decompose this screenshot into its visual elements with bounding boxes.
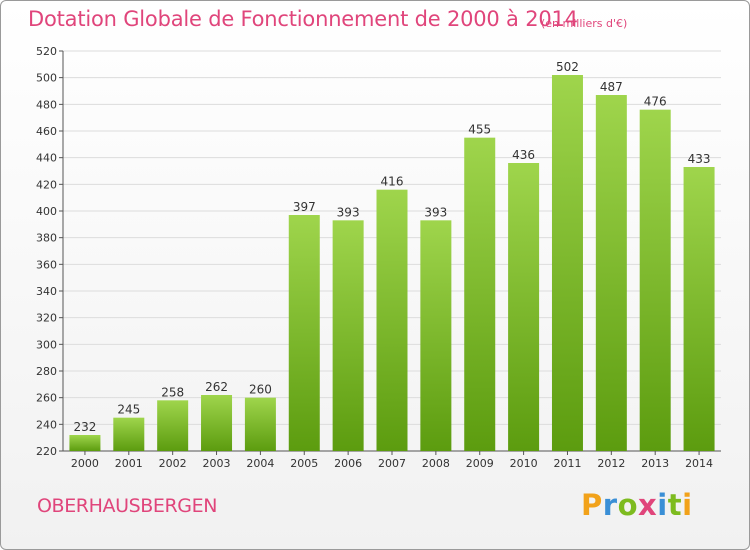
chart-subtitle: (en milliers d'€) <box>541 17 628 30</box>
logo-letter: o <box>617 488 639 522</box>
x-tick-label: 2002 <box>159 457 187 470</box>
bars <box>69 75 715 452</box>
data-label: 232 <box>73 420 96 434</box>
x-tick-label: 2010 <box>510 457 538 470</box>
y-tick-label: 520 <box>36 45 57 58</box>
logo-letter: P <box>581 488 603 522</box>
y-tick-label: 240 <box>36 418 57 431</box>
bar-2002 <box>157 400 189 451</box>
x-tick-label: 2003 <box>203 457 231 470</box>
logo-letter: i <box>682 488 693 522</box>
data-label: 476 <box>644 95 667 109</box>
y-tick-label: 420 <box>36 178 57 191</box>
y-tick-label: 460 <box>36 125 57 138</box>
x-tick-label: 2011 <box>553 457 581 470</box>
axes: 220 240 260 280 300 320 340 360 380 400 420 440 460 4… <box>36 45 721 470</box>
data-label: 393 <box>424 205 447 219</box>
x-tick-label: 2013 <box>641 457 669 470</box>
data-label: 502 <box>556 60 579 74</box>
proxiti-logo: Proxiti <box>581 488 693 522</box>
y-tick-label: 380 <box>36 232 57 245</box>
bar-2005 <box>288 215 320 451</box>
x-tick-label: 2012 <box>597 457 625 470</box>
logo-letter: x <box>638 488 658 522</box>
bar-2004 <box>244 397 276 451</box>
chart-title: Dotation Globale de Fonctionnement de 20… <box>28 7 578 31</box>
data-label: 433 <box>688 152 711 166</box>
x-tick-label: 2007 <box>378 457 406 470</box>
data-label: 436 <box>512 148 535 162</box>
x-tick-label: 2009 <box>466 457 494 470</box>
bar-2008 <box>420 220 452 451</box>
y-tick-label: 440 <box>36 152 57 165</box>
bar-2006 <box>332 220 364 451</box>
x-tick-label: 2008 <box>422 457 450 470</box>
y-tick-label: 280 <box>36 365 57 378</box>
bar-2010 <box>508 163 540 451</box>
x-tick-label: 2004 <box>246 457 274 470</box>
logo-letter: r <box>602 488 618 522</box>
bar-2014 <box>683 167 715 451</box>
data-label: 455 <box>468 123 491 137</box>
data-label: 397 <box>293 200 316 214</box>
logo-letter: t <box>667 488 683 522</box>
y-tick-label: 480 <box>36 98 57 111</box>
bar-2012 <box>595 95 627 451</box>
bar-2003 <box>201 395 233 451</box>
bar-2001 <box>113 417 145 451</box>
data-labels: 232 245 258 262 260 397 393 416 393 455 436 502 487 4… <box>73 60 710 434</box>
logo-letter: i <box>657 488 668 522</box>
data-label: 262 <box>205 380 228 394</box>
data-label: 258 <box>161 385 184 399</box>
bar-2007 <box>376 189 408 451</box>
x-tick-label: 2005 <box>290 457 318 470</box>
data-label: 245 <box>117 403 140 417</box>
y-tick-label: 320 <box>36 312 57 325</box>
bar-2009 <box>464 137 496 451</box>
data-label: 416 <box>381 175 404 189</box>
x-tick-label: 2000 <box>71 457 99 470</box>
bar-2013 <box>639 109 671 452</box>
commune-name: OBERHAUSBERGEN <box>37 495 218 517</box>
x-tick-label: 2006 <box>334 457 362 470</box>
y-tick-label: 360 <box>36 258 57 271</box>
bar-2011 <box>551 75 583 451</box>
x-tick-label: 2001 <box>115 457 143 470</box>
y-tick-label: 340 <box>36 285 57 298</box>
bar-2000 <box>69 435 101 451</box>
y-tick-label: 300 <box>36 338 57 351</box>
y-tick-label: 500 <box>36 72 57 85</box>
y-tick-label: 220 <box>36 445 57 458</box>
data-label: 393 <box>337 205 360 219</box>
x-tick-label: 2014 <box>685 457 713 470</box>
y-tick-label: 400 <box>36 205 57 218</box>
data-label: 260 <box>249 383 272 397</box>
data-label: 487 <box>600 80 623 94</box>
y-tick-label: 260 <box>36 392 57 405</box>
